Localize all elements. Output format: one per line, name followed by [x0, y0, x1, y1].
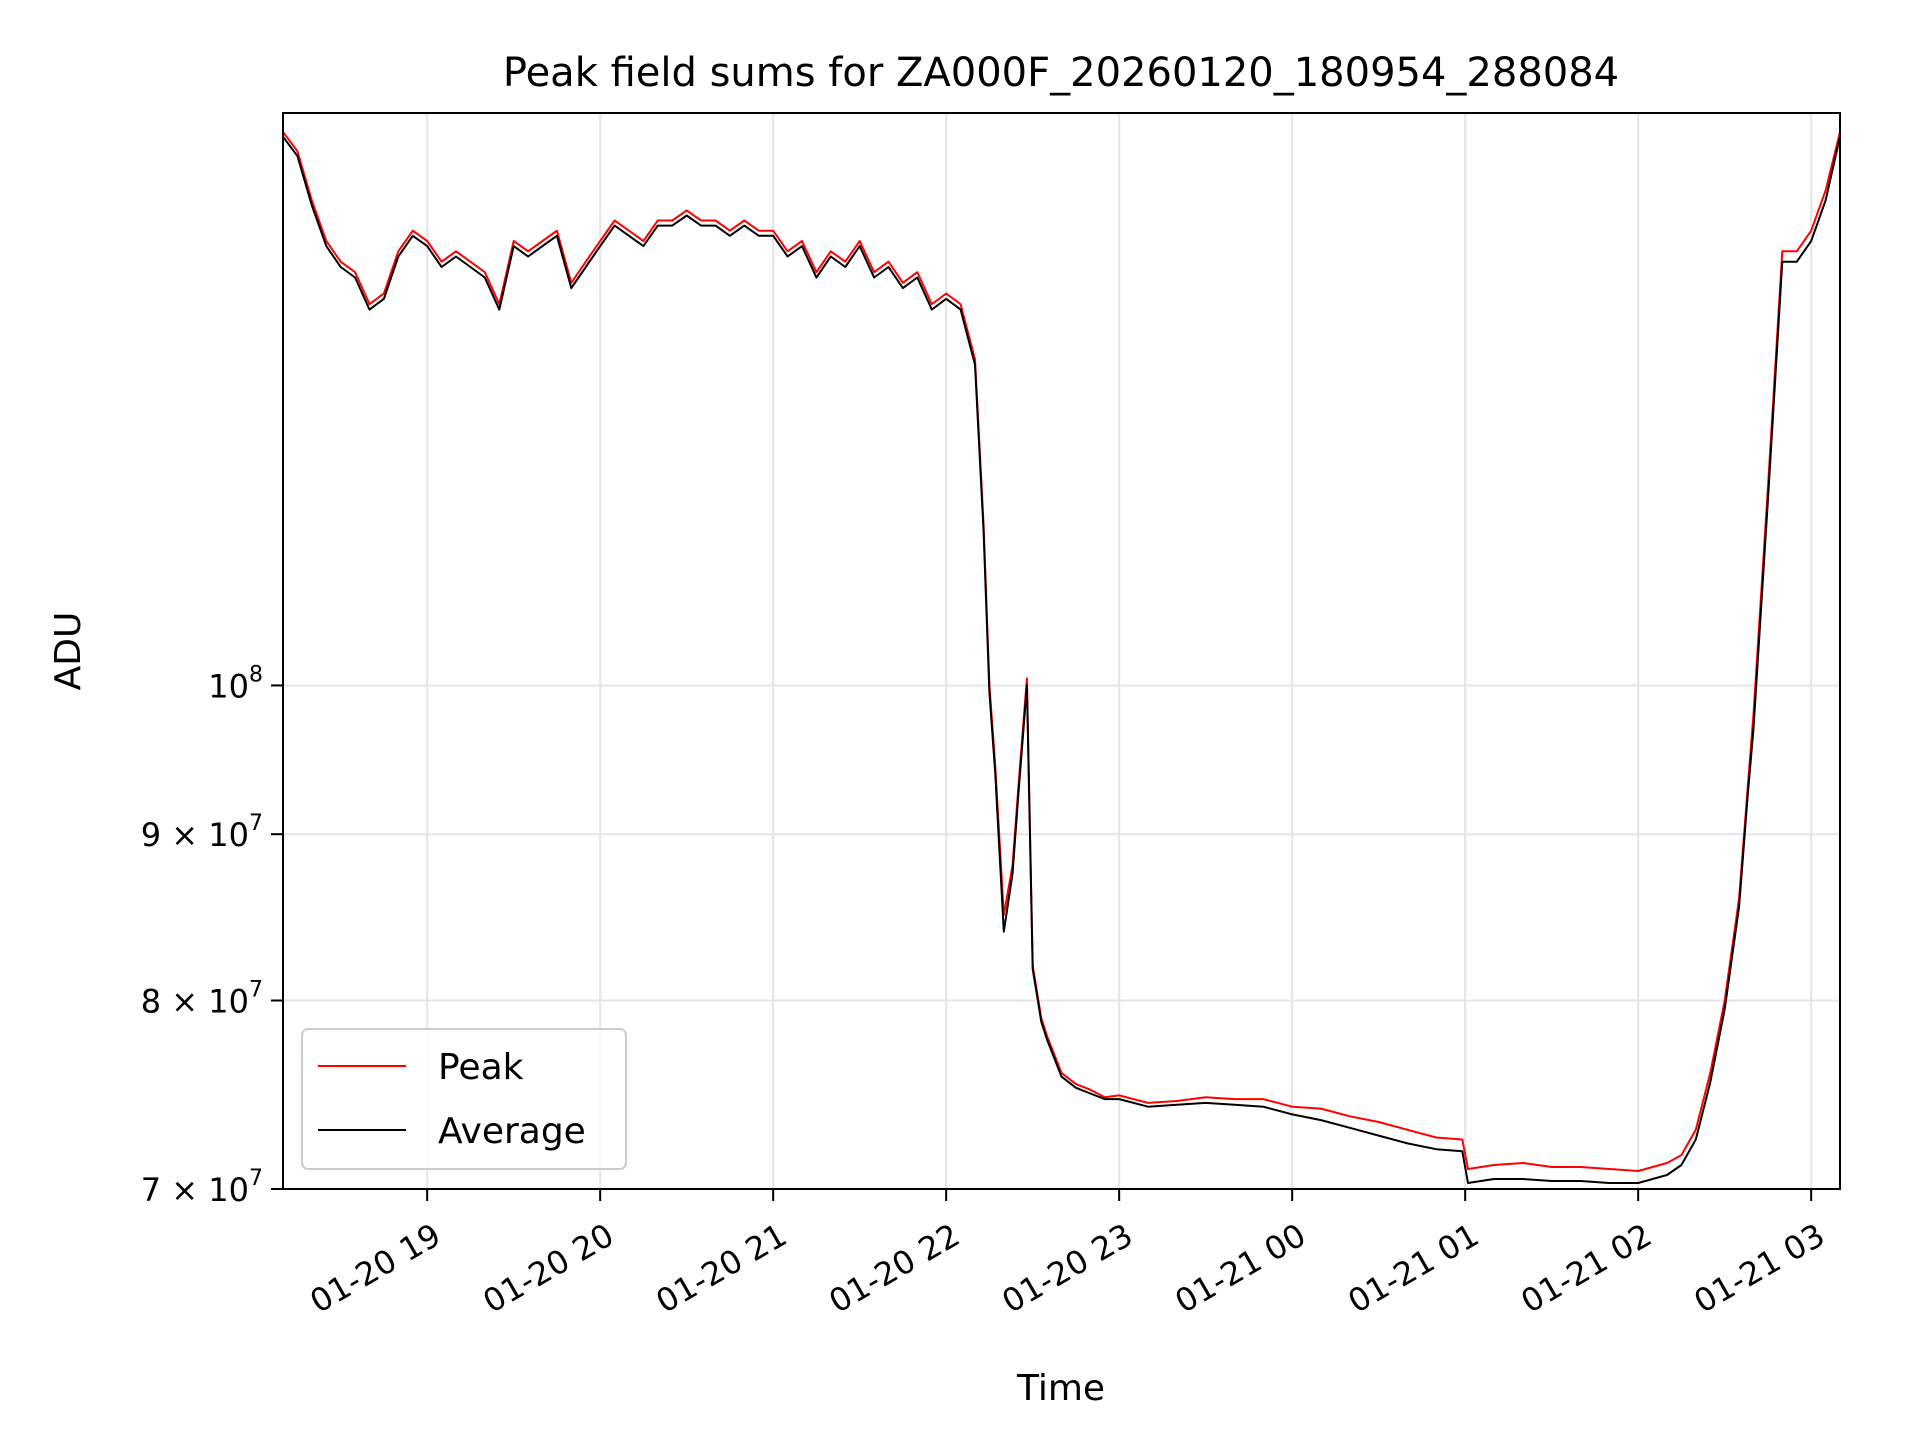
y-tick-label: 9 × 107: [141, 811, 263, 854]
legend: Peak Average: [301, 1028, 627, 1170]
y-tick-base: 10: [208, 667, 249, 705]
legend-peak-label: Peak: [438, 1047, 524, 1088]
y-tick-label: 7 × 107: [141, 1166, 263, 1209]
y-tick-label: 8 × 107: [141, 977, 263, 1020]
x-axis-label: Time: [1016, 1368, 1105, 1409]
y-tick-exponent: 7: [249, 977, 263, 1002]
series-lines: [282, 131, 1841, 1184]
y-tick-base: 7 × 10: [141, 1171, 249, 1209]
y-tick-exponent: 7: [249, 811, 263, 836]
legend-box: [301, 1028, 627, 1170]
y-tick-label: 108: [208, 662, 263, 705]
series-line-average: [282, 136, 1841, 1184]
grid: [283, 113, 1840, 1189]
plot-frame: [282, 112, 1841, 1190]
y-axis-label: ADU: [48, 612, 89, 691]
y-tick-exponent: 8: [249, 662, 263, 687]
chart-title: Peak field sums for ZA000F_20260120_1809…: [503, 50, 1619, 96]
y-tick-base: 8 × 10: [141, 982, 249, 1020]
y-tick-base: 9 × 10: [141, 816, 249, 854]
y-tick-exponent: 7: [249, 1166, 263, 1191]
legend-average-label: Average: [438, 1111, 586, 1152]
series-line-peak: [282, 131, 1841, 1172]
